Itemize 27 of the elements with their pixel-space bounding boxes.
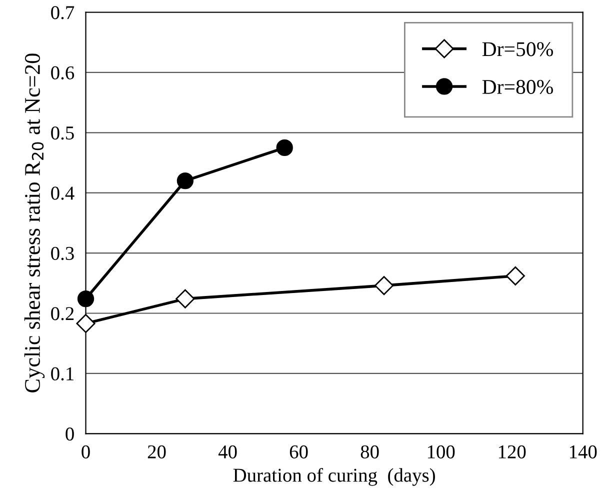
x-tick-label: 100 xyxy=(428,445,455,458)
point xyxy=(374,276,394,296)
x-tick-label: 140 xyxy=(570,445,597,458)
point xyxy=(506,266,525,286)
legend-label: Dr=50% xyxy=(482,42,553,56)
x-tick-label: 0 xyxy=(82,445,90,458)
y-tick-label: 0.1 xyxy=(51,367,74,380)
point xyxy=(176,172,194,190)
point xyxy=(77,290,94,308)
point xyxy=(276,139,293,156)
y-axis-title: Cyclic shear stress ratio R$_{20}$ at Nc=20 xyxy=(24,54,45,392)
x-tick-label: 60 xyxy=(290,445,308,458)
y-tick-label: 0.3 xyxy=(51,246,74,260)
point xyxy=(176,289,195,308)
x-tick-label: 20 xyxy=(148,445,166,458)
x-tick-label: 120 xyxy=(498,445,526,458)
y-tick-label: 0.2 xyxy=(51,307,74,320)
point xyxy=(76,314,96,334)
legend-label: Dr=80% xyxy=(482,80,553,94)
y-tick-label: 0.7 xyxy=(51,6,74,20)
x-tick-label: 40 xyxy=(218,445,237,458)
x-axis-title: Duration of curing (days) xyxy=(233,468,435,486)
y-tick-label: 0 xyxy=(66,427,74,441)
y-tick-label: 0.5 xyxy=(51,126,74,140)
y-tick-label: 0.4 xyxy=(51,186,74,200)
y-tick-label: 0.6 xyxy=(51,66,74,80)
x-tick-label: 80 xyxy=(360,445,379,458)
